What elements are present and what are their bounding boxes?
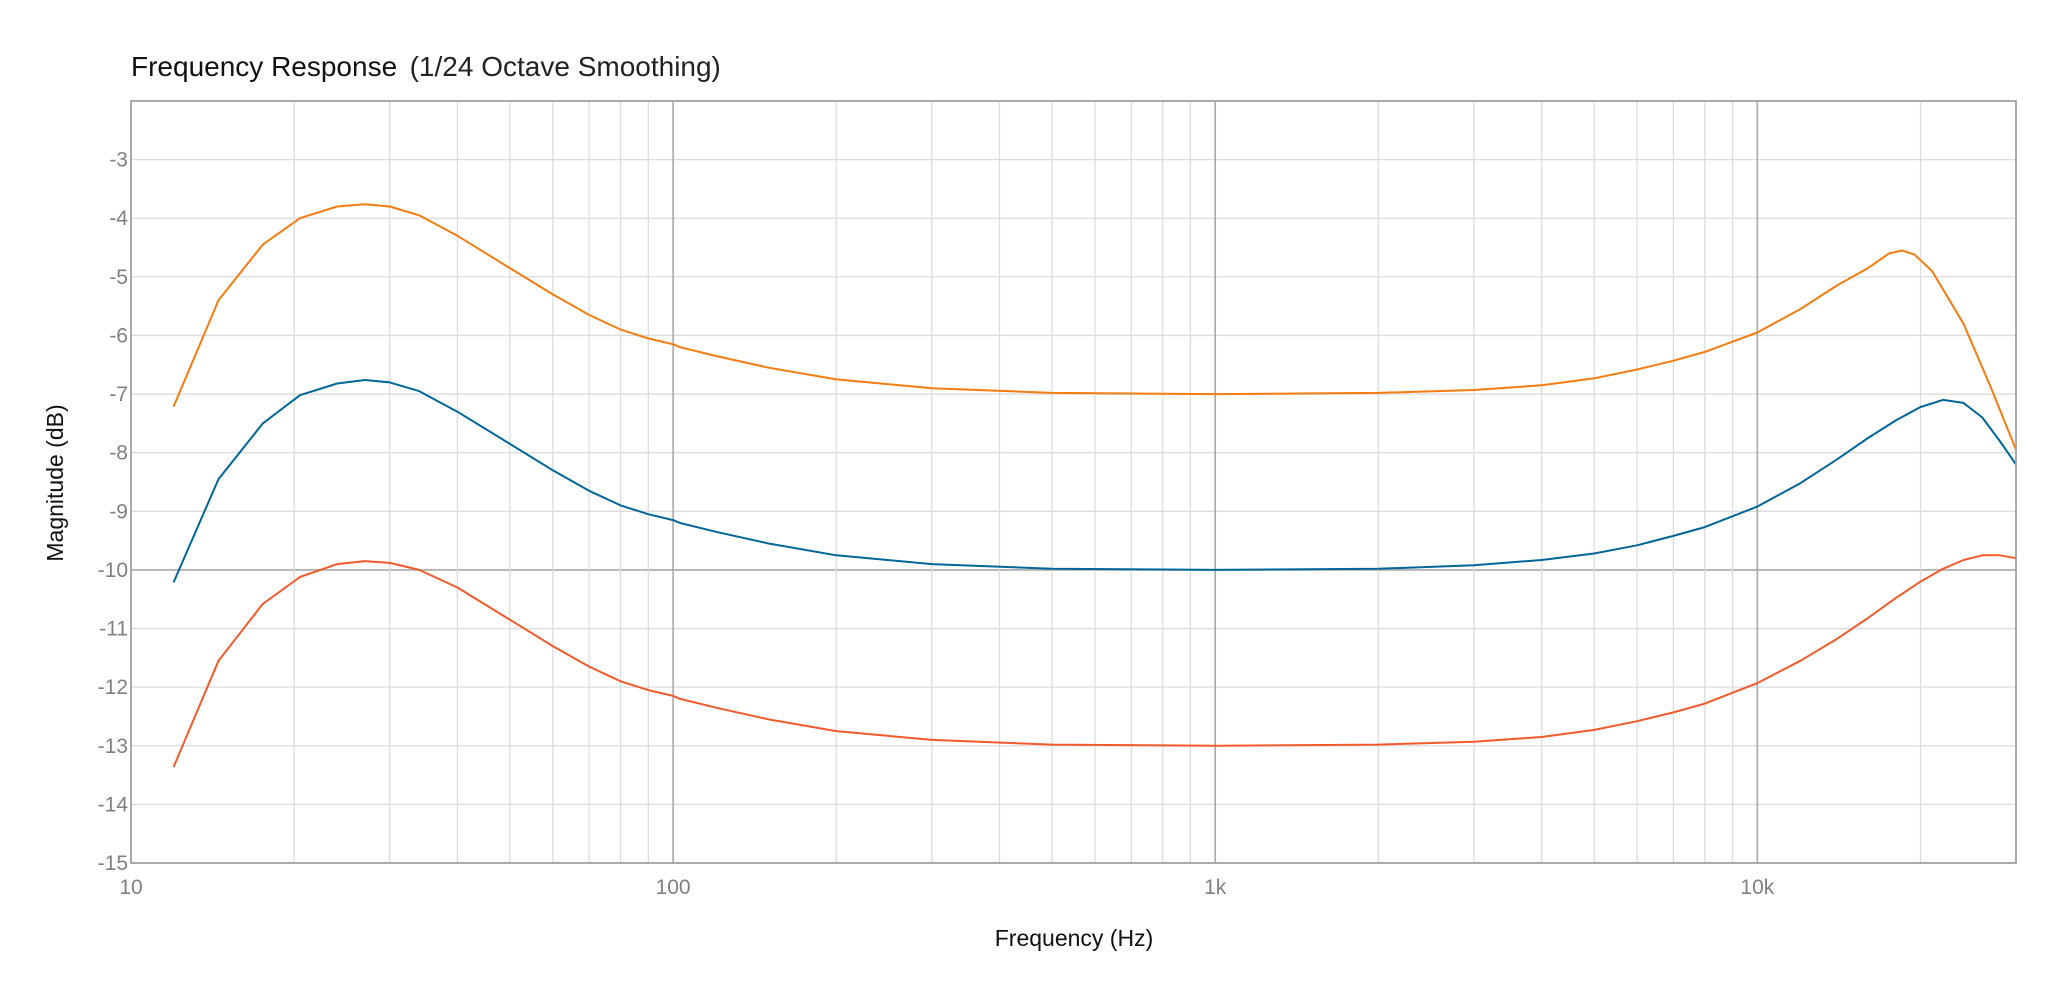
series-line-red bbox=[172, 554, 2017, 768]
y-axis-label: Magnitude (dB) bbox=[42, 404, 68, 561]
grid-layer bbox=[131, 101, 2016, 863]
y-tick-label: -8 bbox=[109, 442, 128, 465]
series-line-orange bbox=[172, 203, 2017, 451]
plot-frame bbox=[130, 100, 2017, 864]
x-tick-label: 10 bbox=[119, 876, 142, 899]
series-line-blue bbox=[172, 379, 2017, 583]
chart-title: Frequency Response (1/24 Octave Smoothin… bbox=[131, 51, 721, 82]
chart-title-subtitle: (1/24 Octave Smoothing) bbox=[410, 51, 721, 82]
y-tick-label: -3 bbox=[109, 149, 128, 172]
y-tick-label: -4 bbox=[109, 207, 128, 230]
y-tick-label: -11 bbox=[99, 618, 128, 641]
y-tick-label: -14 bbox=[98, 793, 129, 816]
y-tick-label: -6 bbox=[109, 324, 128, 347]
y-tick-label: -13 bbox=[98, 735, 128, 758]
y-tick-label: -12 bbox=[98, 676, 128, 699]
y-axis-ticks: -3 -4 -5 -6 -7 -8 -9 -10 -11 -12 -13 -14 -15 bbox=[98, 149, 129, 875]
x-axis-ticks: 10 100 1k 10k bbox=[119, 876, 1774, 899]
y-tick-label: -9 bbox=[109, 500, 128, 523]
x-tick-label: 100 bbox=[656, 876, 691, 899]
x-axis-label: Frequency (Hz) bbox=[995, 925, 1153, 951]
x-tick-label: 1k bbox=[1204, 876, 1227, 899]
y-tick-label: -10 bbox=[98, 559, 128, 582]
chart-title-main: Frequency Response bbox=[131, 51, 397, 82]
y-tick-label: -15 bbox=[98, 852, 128, 875]
y-tick-label: -7 bbox=[109, 383, 128, 406]
x-tick-label: 10k bbox=[1740, 876, 1774, 899]
series-layer bbox=[172, 203, 2017, 768]
y-tick-label: -5 bbox=[109, 266, 128, 289]
